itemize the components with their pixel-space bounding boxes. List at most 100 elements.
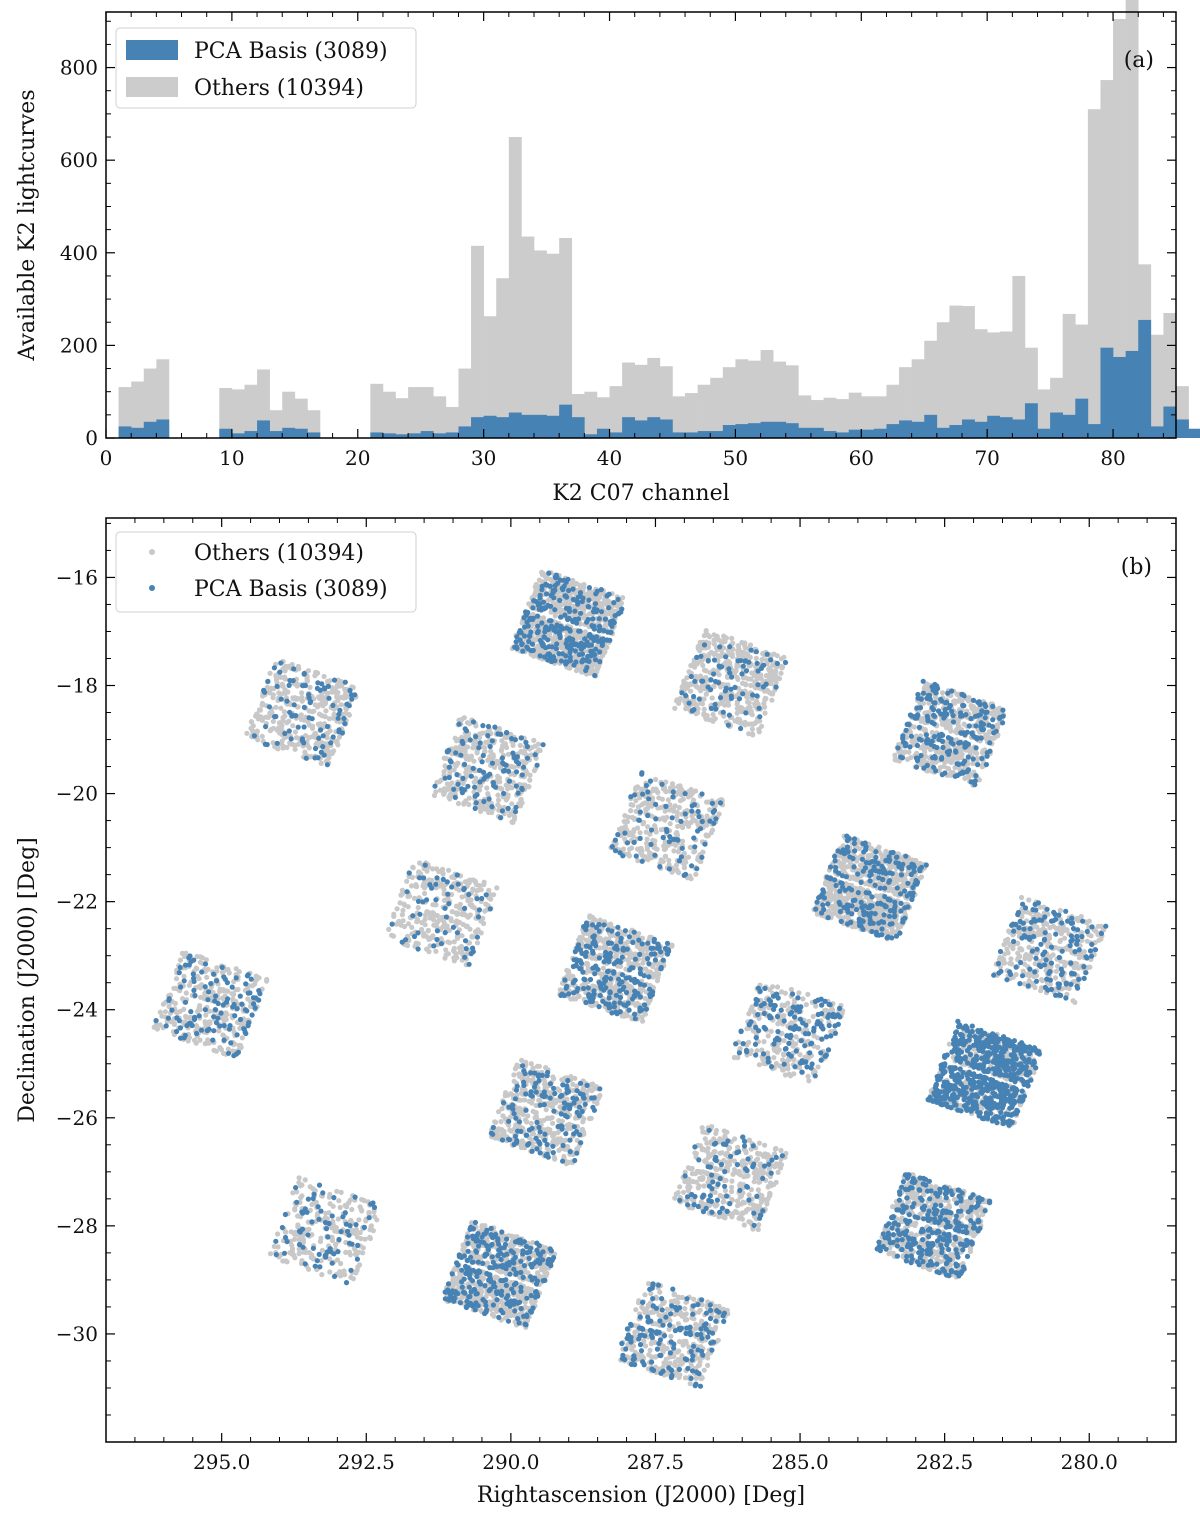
scatter-point-others (281, 709, 287, 715)
scatter-point-others (719, 651, 725, 657)
scatter-point-others (409, 924, 415, 931)
scatter-point-others (569, 580, 575, 586)
scatter-point-others (911, 724, 917, 730)
scatter-point-others (282, 713, 288, 719)
legend-label-others: Others (10394) (194, 76, 364, 101)
scatter-point-others (857, 862, 864, 868)
scatter-point-others (986, 729, 992, 735)
scatter-point-others (955, 745, 962, 751)
y-tick-label: 200 (60, 333, 98, 357)
histogram-bar-pca-basis (433, 433, 447, 438)
scatter-point-others (546, 597, 552, 603)
x-tick-label: 80 (1100, 446, 1125, 470)
scatter-point-others (753, 655, 759, 662)
scatter-point-others (688, 663, 694, 669)
scatter-point-others (459, 911, 465, 918)
histogram-bar-pca-basis (710, 431, 724, 438)
scatter-point-others (319, 713, 325, 719)
scatter-point-others (415, 905, 421, 911)
scatter-point-others (673, 830, 679, 836)
scatter-point-others (451, 958, 457, 964)
scatter-point-others (693, 871, 699, 877)
scatter-point-others (401, 923, 408, 930)
scatter-point-others (481, 745, 488, 751)
scatter-point-others (920, 700, 927, 706)
scatter-point-others (773, 680, 779, 686)
scatter-point-others (709, 827, 716, 833)
scatter-point-others (680, 796, 686, 802)
scatter-point-others (444, 923, 450, 929)
scatter-point-others (771, 651, 777, 657)
histogram-bar-others (861, 396, 875, 438)
scatter-point-others (727, 662, 733, 668)
scatter-point-others (1026, 956, 1033, 962)
scatter-point-others (761, 701, 767, 707)
scatter-point-others (311, 708, 317, 714)
scatter-point-others (980, 748, 986, 754)
scatter-point-others (445, 939, 451, 945)
scatter-point-others (745, 699, 751, 705)
scatter-point-others (413, 882, 419, 888)
scatter-point-others (650, 786, 656, 792)
histogram-bar-others (294, 398, 308, 438)
histogram-bars (118, 0, 1200, 439)
histogram-bar-others (962, 306, 975, 438)
scatter-point-others (522, 751, 528, 757)
histogram-legend: PCA Basis (3089) Others (10394) (115, 27, 417, 109)
scatter-point-others (716, 637, 722, 643)
histogram-bar-pca-basis (924, 414, 938, 438)
scatter-point-others (295, 704, 301, 710)
histogram-bar-others (836, 399, 850, 438)
scatter-point-others (511, 764, 517, 770)
histogram-bar-pca-basis (999, 417, 1013, 438)
scatter-point-others (673, 862, 680, 868)
histogram-bar-pca-basis (118, 426, 132, 438)
scatter-point-others (319, 739, 325, 746)
scatter-point-others (453, 920, 459, 926)
scatter-point-others (755, 701, 761, 707)
scatter-point-others (434, 866, 440, 872)
scatter-point-others (330, 715, 336, 721)
scatter-point-others (278, 741, 285, 747)
scatter-point-others (280, 717, 286, 724)
histogram-bar-pca-basis (622, 417, 636, 438)
scatter-point-others (495, 792, 501, 798)
histogram-bar-others (873, 396, 887, 438)
scatter-point-others (730, 640, 736, 646)
scatter-point-others (585, 961, 591, 967)
scatter-point-others (565, 972, 571, 978)
scatter-point-others (567, 601, 573, 607)
histogram-bar-pca-basis (735, 424, 749, 438)
scatter-point-others (499, 746, 505, 753)
scatter-point-others (305, 719, 311, 725)
scatter-point-others (922, 749, 928, 755)
scatter-point-others (459, 949, 465, 955)
scatter-point-others (967, 749, 973, 755)
scatter-point-others (709, 695, 715, 701)
scatter-point-others (298, 716, 304, 723)
histogram-bar-pca-basis (722, 425, 736, 438)
scatter-point-others (502, 741, 508, 747)
scatter-point-others (664, 814, 670, 820)
scatter-point-others (533, 581, 539, 588)
histogram-bar-pca-basis (1012, 419, 1026, 438)
histogram-bar-pca-basis (609, 432, 623, 438)
scatter-point-others (583, 937, 590, 943)
scatter-point-others (746, 731, 752, 737)
scatter-point-others (424, 868, 430, 874)
scatter-point-others (446, 867, 452, 873)
scatter-point-others (1038, 977, 1045, 983)
scatter-point-others (422, 922, 428, 928)
histogram-bar-pca-basis (785, 423, 799, 438)
histogram-bar-others (785, 365, 799, 438)
scatter-point-others (781, 1038, 787, 1044)
scatter-point-others (463, 769, 469, 776)
scatter-point-others (259, 700, 266, 706)
scatter-point-others (686, 669, 692, 675)
scatter-point-others (590, 662, 596, 669)
histogram-bar-others (534, 250, 547, 438)
histogram-legend-box (115, 27, 417, 109)
histogram-bar-pca-basis (1188, 428, 1200, 438)
scatter-point-others (274, 727, 280, 733)
